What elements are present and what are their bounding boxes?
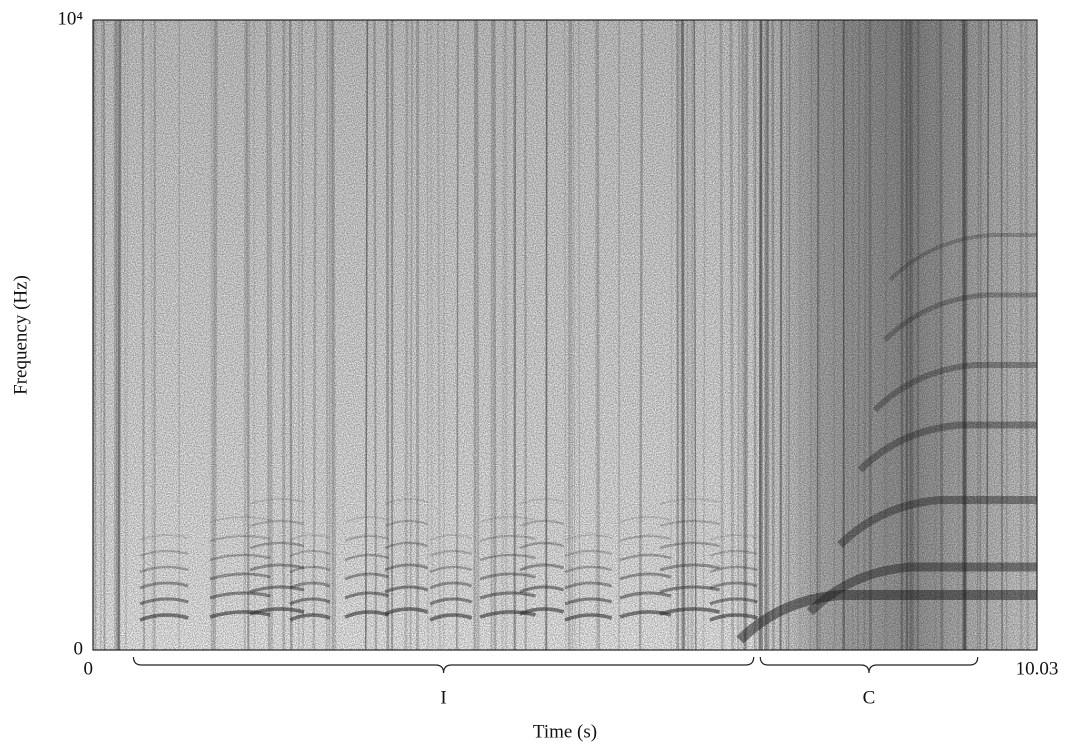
x-axis-label: Time (s) bbox=[533, 721, 597, 742]
x-tick-label: 0 bbox=[84, 658, 94, 679]
y-tick-label: 10⁴ bbox=[57, 8, 83, 29]
segment-label: C bbox=[863, 687, 876, 708]
noise bbox=[93, 20, 1037, 650]
y-axis-label: Frequency (Hz) bbox=[10, 275, 31, 395]
segment-brace bbox=[132, 656, 755, 674]
segment-label: I bbox=[440, 687, 446, 708]
spectrogram-image bbox=[93, 20, 1037, 650]
y-tick-label: 0 bbox=[74, 638, 84, 659]
segment-brace bbox=[759, 656, 979, 674]
x-tick-label: 10.03 bbox=[1016, 658, 1059, 679]
plot-frame bbox=[92, 19, 1038, 651]
